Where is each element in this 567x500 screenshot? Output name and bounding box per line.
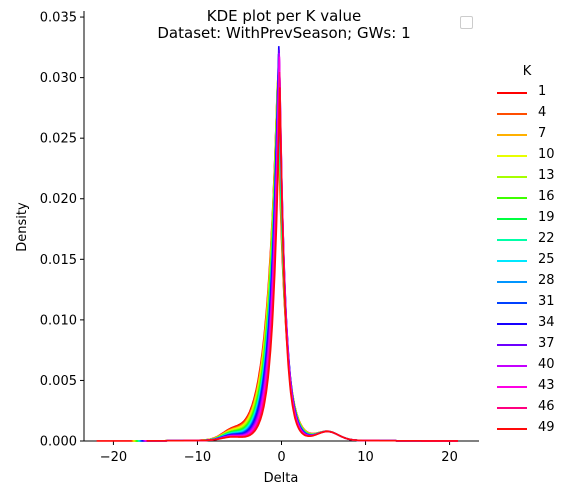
legend-label: 43 bbox=[538, 378, 555, 393]
y-tick-label: 0.030 bbox=[40, 71, 77, 86]
legend-swatch bbox=[497, 428, 527, 430]
legend-label: 46 bbox=[538, 399, 555, 414]
empty-legend-box bbox=[460, 16, 473, 29]
legend-swatch bbox=[497, 218, 527, 220]
series-line-k-49 bbox=[147, 87, 458, 442]
legend-swatch bbox=[497, 386, 527, 388]
legend-label: 13 bbox=[538, 168, 555, 183]
legend-label: 28 bbox=[538, 273, 555, 288]
legend-label: 31 bbox=[538, 294, 555, 309]
legend-swatch bbox=[497, 134, 527, 136]
legend-swatch bbox=[497, 155, 527, 157]
legend-label: 37 bbox=[538, 336, 555, 351]
legend-swatch bbox=[497, 239, 527, 241]
legend-label: 49 bbox=[538, 420, 555, 435]
x-tick-label: −20 bbox=[100, 450, 127, 465]
x-tick-label: 0 bbox=[277, 450, 285, 465]
legend-swatch bbox=[497, 176, 527, 178]
x-tick-label: 10 bbox=[357, 450, 374, 465]
y-tick-label: 0.035 bbox=[40, 11, 77, 26]
x-tick-label: 20 bbox=[441, 450, 458, 465]
series-line-k-46 bbox=[146, 71, 458, 442]
legend-title: K bbox=[522, 64, 532, 79]
legend-label: 25 bbox=[538, 252, 555, 267]
series-line-k-34 bbox=[141, 46, 458, 442]
y-tick-label: 0.005 bbox=[40, 374, 77, 389]
legend-label: 7 bbox=[538, 126, 547, 141]
series-line-k-43 bbox=[144, 56, 458, 442]
y-tick-label: 0.025 bbox=[40, 132, 77, 147]
series-line-k-25 bbox=[138, 74, 458, 442]
legend-swatch bbox=[497, 344, 527, 346]
series-line-k-28 bbox=[139, 67, 458, 442]
legend-label: 16 bbox=[538, 189, 555, 204]
series-line-k-4 bbox=[131, 82, 458, 442]
legend-swatch bbox=[497, 407, 527, 409]
legend-label: 22 bbox=[538, 231, 555, 246]
y-axis-label: Density bbox=[15, 202, 30, 252]
legend-label: 40 bbox=[538, 357, 555, 372]
legend-swatch bbox=[497, 260, 527, 262]
series-line-k-22 bbox=[137, 80, 458, 442]
y-tick-label: 0.015 bbox=[40, 253, 77, 268]
legend-swatch bbox=[497, 197, 527, 199]
legend-label: 1 bbox=[538, 84, 547, 99]
legend-swatch bbox=[497, 365, 527, 367]
legend-label: 10 bbox=[538, 147, 555, 162]
series-line-k-40 bbox=[143, 53, 458, 442]
legend-swatch bbox=[497, 323, 527, 325]
chart-subtitle: Dataset: WithPrevSeason; GWs: 1 bbox=[157, 24, 411, 42]
x-tick-label: −10 bbox=[184, 450, 211, 465]
legend-label: 34 bbox=[538, 315, 555, 330]
series-line-k-19 bbox=[136, 91, 458, 442]
series-lines bbox=[96, 46, 458, 442]
y-tick-label: 0.000 bbox=[40, 435, 77, 450]
chart-title: KDE plot per K value bbox=[206, 7, 362, 25]
axes: −20 −10 0 10 20 0.000 0.005 0.010 0.015 0.020 0.02… bbox=[40, 11, 479, 465]
legend-swatch bbox=[497, 281, 527, 283]
series-line-k-37 bbox=[142, 49, 458, 442]
legend-label: 19 bbox=[538, 210, 555, 225]
legend-swatch bbox=[497, 302, 527, 304]
legend-label: 4 bbox=[538, 105, 547, 120]
series-line-k-10 bbox=[133, 77, 458, 442]
legend-swatch bbox=[497, 113, 527, 115]
x-axis-label: Delta bbox=[264, 471, 299, 486]
series-line-k-16 bbox=[135, 83, 458, 442]
y-tick-label: 0.010 bbox=[40, 313, 77, 328]
series-line-k-13 bbox=[134, 74, 458, 442]
y-tick-label: 0.020 bbox=[40, 192, 77, 207]
legend-swatch bbox=[497, 92, 527, 94]
series-line-k-31 bbox=[140, 53, 458, 442]
series-line-k-7 bbox=[132, 80, 458, 442]
